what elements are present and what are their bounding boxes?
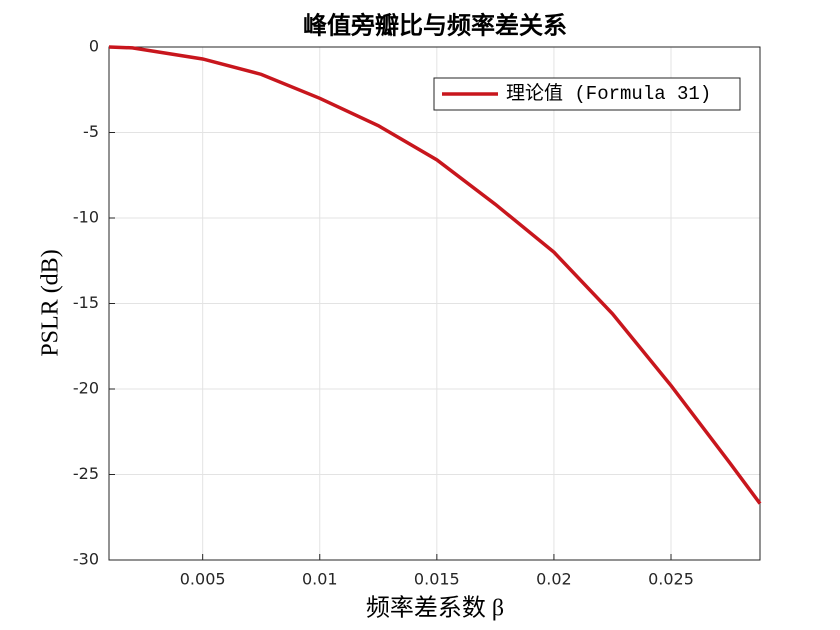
y-tick-label: -30 (73, 550, 99, 569)
x-axis-label: 频率差系数 β (366, 595, 504, 622)
y-tick-label: 0 (89, 37, 99, 56)
y-axis-label: PSLR (dB) (38, 249, 64, 356)
x-tick-label: 0.005 (180, 570, 226, 589)
x-tick-label: 0.015 (414, 570, 460, 589)
y-tick-label: -20 (73, 379, 99, 398)
chart-title: 峰值旁瓣比与频率差关系 (303, 12, 567, 40)
legend-label: 理论值 (Formula 31) (506, 82, 711, 105)
x-tick-label: 0.025 (648, 570, 694, 589)
y-tick-label: -25 (73, 464, 99, 483)
data-line (108, 45, 762, 505)
y-tick-label: -5 (83, 122, 99, 141)
x-tick-label: 0.02 (536, 570, 572, 589)
y-tick-label: -15 (73, 293, 99, 312)
plot-frame (108, 46, 761, 561)
x-tick-label: 0.01 (302, 570, 338, 589)
y-tick-label: -10 (73, 208, 99, 227)
